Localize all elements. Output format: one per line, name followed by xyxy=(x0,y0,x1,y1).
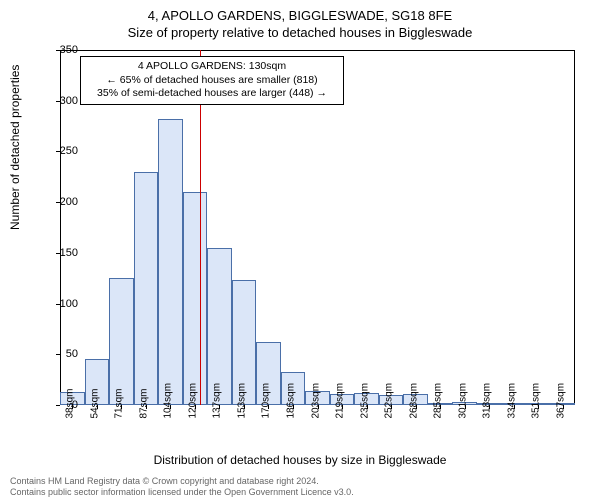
footer-line2: Contains public sector information licen… xyxy=(10,487,354,498)
ytick-label: 350 xyxy=(48,44,78,56)
annotation-line3: 35% of semi-detached houses are larger (… xyxy=(87,87,337,101)
y-axis-label: Number of detached properties xyxy=(8,65,22,230)
plot-area: 4 APOLLO GARDENS: 130sqm← 65% of detache… xyxy=(60,50,575,405)
annotation-box: 4 APOLLO GARDENS: 130sqm← 65% of detache… xyxy=(80,56,344,105)
footer-attribution: Contains HM Land Registry data © Crown c… xyxy=(10,476,354,498)
ytick-label: 300 xyxy=(48,95,78,107)
ytick-label: 50 xyxy=(48,348,78,360)
ytick-label: 200 xyxy=(48,196,78,208)
chart-container: 4, APOLLO GARDENS, BIGGLESWADE, SG18 8FE… xyxy=(0,0,600,500)
x-axis-label: Distribution of detached houses by size … xyxy=(0,453,600,467)
footer-line1: Contains HM Land Registry data © Crown c… xyxy=(10,476,354,487)
annotation-line2: ← 65% of detached houses are smaller (81… xyxy=(87,74,337,88)
ytick-label: 250 xyxy=(48,145,78,157)
chart-title-main: 4, APOLLO GARDENS, BIGGLESWADE, SG18 8FE xyxy=(0,0,600,23)
histogram-bar xyxy=(109,278,134,405)
chart-title-sub: Size of property relative to detached ho… xyxy=(0,23,600,40)
histogram-bar xyxy=(183,192,208,405)
ytick-label: 150 xyxy=(48,247,78,259)
ytick-label: 100 xyxy=(48,298,78,310)
histogram-bar xyxy=(158,119,183,405)
annotation-line1: 4 APOLLO GARDENS: 130sqm xyxy=(87,60,337,74)
histogram-bar xyxy=(134,172,159,405)
histogram-bar xyxy=(207,248,232,405)
